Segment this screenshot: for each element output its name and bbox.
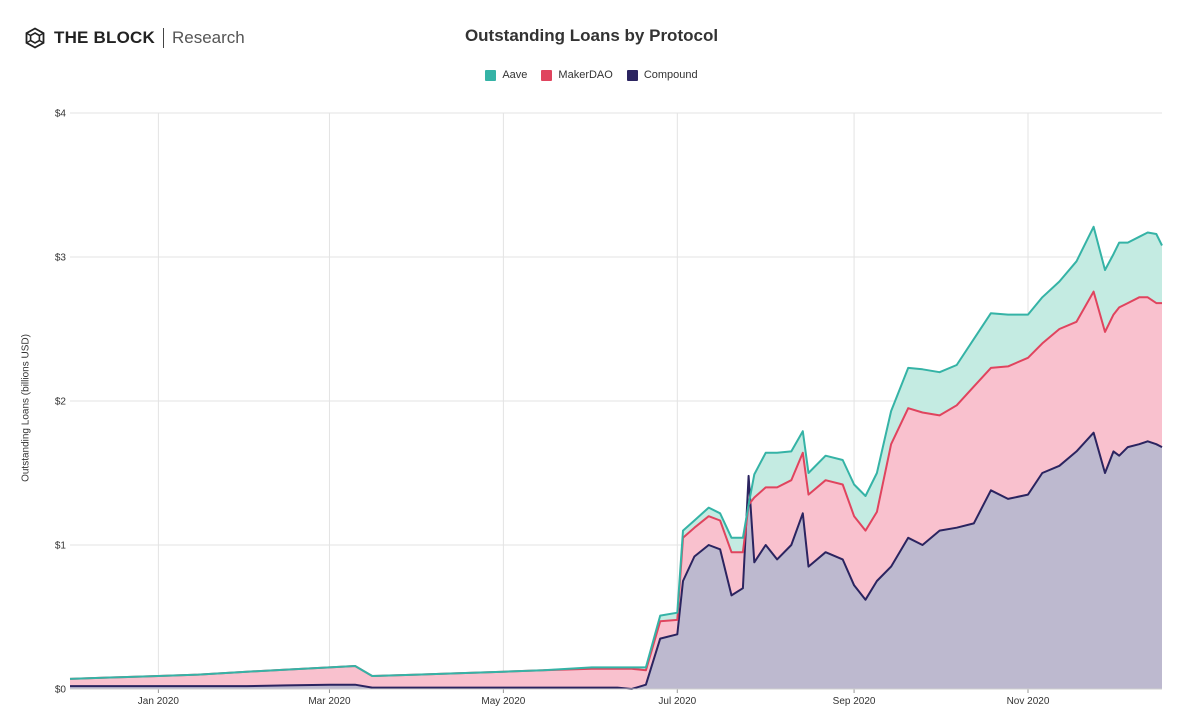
y-tick-label: $2	[55, 397, 67, 408]
axes: $0 $1 $2 $3 $4 Jan 2020 Mar 2020 May 2020 Jul 20…	[55, 109, 1162, 707]
legend-item-aave[interactable]: Aave	[485, 69, 527, 81]
legend-swatch-aave	[485, 69, 497, 81]
legend-label-makerdao: MakerDAO	[558, 69, 613, 81]
legend-item-makerdao[interactable]: MakerDAO	[541, 69, 613, 81]
area-makerdao	[70, 291, 1162, 689]
series-areas	[70, 226, 1162, 689]
legend-label-compound: Compound	[643, 69, 698, 81]
x-tick-label: May 2020	[481, 696, 525, 707]
x-tick-label: Jan 2020	[138, 696, 180, 707]
legend-label-aave: Aave	[502, 69, 528, 81]
line-aave	[69, 225, 1163, 680]
x-tick-label: Sep 2020	[833, 696, 876, 707]
y-tick-label: $3	[55, 253, 67, 264]
x-tick-label: Mar 2020	[308, 696, 351, 707]
brand-name: THE BLOCK	[54, 28, 155, 47]
x-tick-label: Jul 2020	[658, 696, 696, 707]
brand-subtitle: Research	[171, 28, 245, 47]
chart-legend: Aave MakerDAO Compound	[0, 69, 1179, 81]
brand-logo: THE BLOCK Research	[24, 26, 245, 50]
line-compound	[70, 431, 1163, 690]
area-compound	[70, 432, 1162, 689]
x-tick-label: Nov 2020	[1007, 696, 1050, 707]
legend-swatch-compound	[626, 69, 638, 81]
y-tick-label: $0	[55, 685, 67, 696]
cube-logo-icon	[25, 27, 45, 49]
y-tick-label: $1	[55, 541, 67, 552]
legend-swatch-makerdao	[541, 69, 553, 81]
brand-separator	[162, 28, 164, 48]
y-tick-label: $4	[55, 109, 67, 120]
chart-title: Outstanding Loans by Protocol	[464, 26, 719, 45]
series-lines	[69, 225, 1163, 690]
legend-item-compound[interactable]: Compound	[626, 69, 698, 81]
